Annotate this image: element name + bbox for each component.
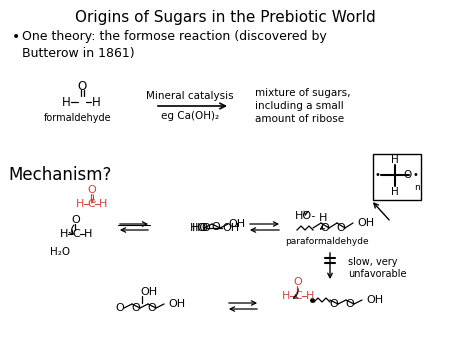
Text: O: O — [202, 223, 211, 233]
Text: OH: OH — [168, 299, 185, 309]
Text: O: O — [131, 303, 140, 313]
Text: Mineral catalysis: Mineral catalysis — [146, 91, 234, 101]
Text: C: C — [294, 291, 302, 301]
Text: O: O — [116, 303, 124, 313]
Text: formaldehyde: formaldehyde — [44, 113, 112, 123]
Text: C: C — [72, 229, 80, 239]
Text: slow, very
unfavorable: slow, very unfavorable — [348, 257, 406, 279]
Text: H: H — [60, 229, 68, 239]
Text: H: H — [62, 96, 70, 108]
Text: •: • — [12, 30, 20, 44]
Text: O: O — [337, 223, 346, 233]
Text: OH: OH — [140, 287, 157, 297]
Text: O: O — [346, 299, 355, 309]
Text: •: • — [412, 170, 418, 180]
Text: H₂O: H₂O — [50, 247, 70, 257]
Text: Origins of Sugars in the Prebiotic World: Origins of Sugars in the Prebiotic World — [75, 10, 375, 25]
Text: HO: HO — [192, 223, 209, 233]
Text: O: O — [72, 215, 81, 225]
Text: O: O — [77, 79, 86, 93]
Bar — [373, 154, 421, 200]
Text: OH: OH — [222, 223, 239, 233]
Text: O: O — [293, 277, 302, 287]
Text: OH: OH — [366, 295, 383, 305]
Text: O: O — [212, 222, 220, 232]
Text: H: H — [99, 199, 107, 209]
Text: H: H — [306, 291, 314, 301]
Text: mixture of sugars,
including a small
amount of ribose: mixture of sugars, including a small amo… — [255, 88, 351, 124]
Text: eg Ca(OH)₂: eg Ca(OH)₂ — [161, 111, 219, 121]
Text: H: H — [92, 96, 100, 108]
Text: H: H — [391, 187, 399, 197]
Text: •: • — [374, 170, 380, 180]
Text: HO-: HO- — [295, 211, 316, 221]
Text: One theory: the formose reaction (discovered by
Butterow in 1861): One theory: the formose reaction (discov… — [22, 30, 327, 60]
Text: H: H — [76, 199, 84, 209]
Text: OH: OH — [357, 218, 374, 228]
Text: O: O — [403, 170, 411, 180]
Text: H: H — [391, 155, 399, 165]
Text: H: H — [282, 291, 290, 301]
Text: H: H — [319, 213, 327, 223]
Text: H: H — [84, 229, 92, 239]
Text: O: O — [320, 223, 329, 233]
Text: O: O — [148, 303, 157, 313]
Text: OH: OH — [228, 219, 245, 229]
Text: paraformaldehyde: paraformaldehyde — [285, 238, 369, 246]
Text: O: O — [88, 185, 96, 195]
Text: O: O — [329, 299, 338, 309]
Text: HO: HO — [190, 223, 207, 233]
Text: Mechanism?: Mechanism? — [8, 166, 112, 184]
Text: C: C — [87, 199, 95, 209]
Text: n: n — [414, 184, 420, 193]
